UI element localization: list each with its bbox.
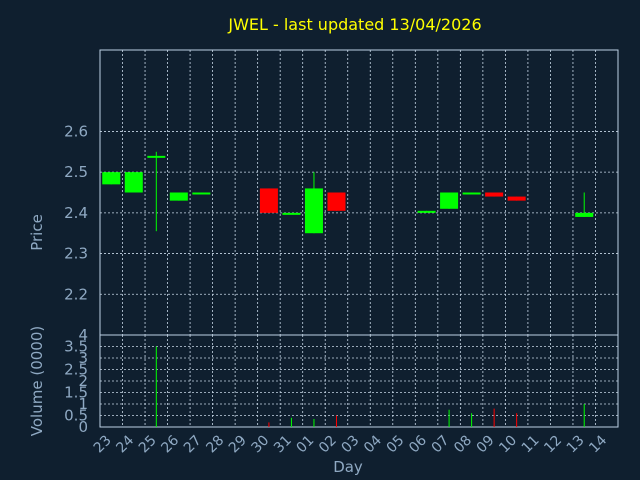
x-tick-label: 11 [519,432,543,456]
x-axis-label: Day [333,458,363,476]
x-tick-label: 10 [496,432,520,456]
candle-body [192,192,211,195]
volume-y-tick-label: 2.5 [64,361,88,379]
x-tick-label: 08 [451,432,475,456]
price-y-tick-label: 2.6 [64,122,88,140]
x-tick-label: 12 [541,432,565,456]
x-tick-label: 05 [384,432,408,456]
x-tick-label: 02 [316,432,340,456]
x-tick-label: 28 [203,432,227,456]
volume-y-tick-label: 1.5 [64,384,88,402]
volume-axis-label: Volume (0000) [28,326,46,436]
candle-body [327,192,346,211]
candle-body [169,192,188,201]
x-tick-label: 09 [474,432,498,456]
x-tick-label: 29 [226,432,250,456]
x-tick-label: 31 [271,432,295,456]
candle-body [304,188,323,234]
price-y-tick-label: 2.2 [64,285,88,303]
candle-body [124,172,143,193]
x-tick-label: 30 [248,432,272,456]
candle-body [440,192,459,209]
price-y-tick-label: 2.3 [64,245,88,263]
candle-body [575,212,594,217]
volume-y-tick-label: 0.5 [64,407,88,425]
candle-body [282,212,301,215]
x-tick-label: 01 [294,432,318,456]
x-tick-label: 24 [113,432,137,456]
candle-body [507,196,526,201]
volume-y-tick-label: 2 [78,372,88,390]
volume-y-tick-label: 3 [78,349,88,367]
x-tick-label: 25 [136,432,160,456]
volume-y-tick-label: 1 [78,395,88,413]
x-tick-label: 27 [181,432,205,456]
x-tick-label: 07 [429,432,453,456]
candle-body [417,210,436,213]
price-y-tick-label: 2.5 [64,163,88,181]
volume-y-tick-label: 0 [78,418,88,436]
x-tick-label: 04 [361,432,385,456]
x-tick-label: 13 [564,432,588,456]
chart-title: JWEL - last updated 13/04/2026 [227,15,481,34]
x-tick-label: 06 [406,432,430,456]
price-axis-label: Price [28,214,46,251]
x-tick-label: 14 [586,432,610,456]
candle-body [259,188,278,213]
candle-body [147,155,166,158]
volume-y-tick-label: 3.5 [64,338,88,356]
x-tick-label: 03 [339,432,363,456]
price-y-tick-label: 2.4 [64,204,88,222]
candle-body [102,172,121,185]
x-tick-label: 26 [158,432,182,456]
candle-body [485,192,504,197]
x-tick-label: 23 [91,432,115,456]
candle-body [462,192,481,195]
volume-y-tick-label: 4 [78,326,88,344]
